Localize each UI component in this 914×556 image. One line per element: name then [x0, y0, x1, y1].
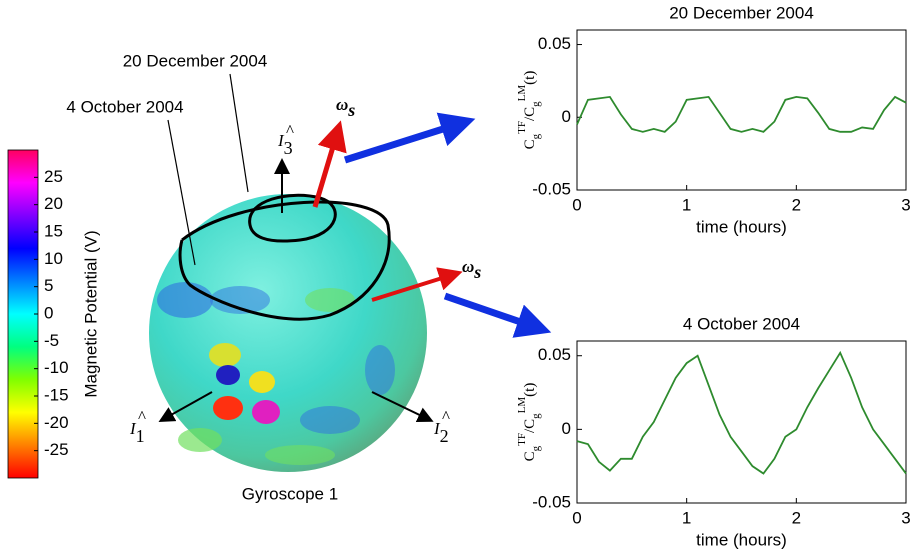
y-label-part: (t): [522, 71, 538, 85]
subscript: s: [347, 100, 355, 120]
x-tick-label: 3: [901, 508, 910, 527]
colorbar-tick-label: 15: [44, 221, 63, 240]
colorbar-label: Magnetic Potential (V): [81, 230, 100, 397]
colorbar-tick-label: 20: [44, 194, 63, 213]
sphere: ^ ^ ^: [138, 73, 552, 472]
y-tick-label: 0.05: [538, 345, 571, 364]
plot-frame: [576, 340, 907, 504]
x-tick-label: 2: [792, 195, 801, 214]
y-label-part: g: [530, 445, 542, 451]
spin-label: ωs: [462, 257, 481, 282]
colorbar: [7, 149, 39, 479]
subscript: 2: [440, 426, 449, 446]
y-tick-label: 0: [562, 419, 571, 438]
colorbar-tick-label: 10: [44, 249, 63, 268]
x-tick-label: 3: [901, 195, 910, 214]
axis-label: I2: [433, 419, 449, 446]
plot-frame: [576, 29, 907, 191]
chart-title: 20 December 2004: [669, 3, 814, 22]
y-label-part: C: [522, 139, 538, 149]
y-tick-label: -0.05: [532, 492, 571, 511]
subscript: 3: [284, 138, 293, 158]
y-label-part: /C: [522, 419, 538, 433]
x-tick-label: 1: [682, 508, 691, 527]
y-tick-label: 0: [562, 107, 571, 126]
colorbar-tick-label: -20: [44, 413, 69, 432]
x-tick-label: 0: [572, 508, 581, 527]
y-label-part: TF: [516, 433, 528, 446]
x-tick-label: 2: [792, 508, 801, 527]
path-label: 4 October 2004: [66, 97, 183, 116]
x-axis-label: time (hours): [696, 530, 787, 549]
hat: ^: [286, 121, 294, 140]
y-axis-label: CgTF/CgLM(t): [516, 71, 542, 150]
y-label-part: LM: [516, 397, 528, 414]
subscript: 1: [136, 426, 145, 446]
colorbar-tick-label: -15: [44, 385, 69, 404]
symbol: I: [277, 131, 285, 150]
symbol: I: [433, 419, 441, 438]
y-axis-label: CgTF/CgLM(t): [516, 383, 542, 462]
symbol: ω: [462, 257, 474, 276]
y-label-part: g: [530, 101, 542, 107]
data-line: [576, 95, 907, 133]
x-tick-label: 0: [572, 195, 581, 214]
hat: ^: [442, 407, 450, 426]
y-label-part: g: [530, 133, 542, 139]
subscript: s: [473, 262, 481, 282]
colorbar-tick-label: 25: [44, 167, 63, 186]
path-label: 20 December 2004: [123, 51, 268, 70]
data-line: [576, 350, 907, 475]
symbol: ω: [336, 95, 348, 114]
y-label-part: g: [530, 413, 542, 419]
colorbar-tick-label: 0: [44, 303, 53, 322]
x-axis-label: time (hours): [696, 217, 787, 236]
x-tick-label: 1: [682, 195, 691, 214]
chart-title: 4 October 2004: [683, 314, 800, 333]
y-label-part: /C: [522, 107, 538, 121]
axis-label: I1: [129, 419, 145, 446]
spin-label: ωs: [336, 95, 355, 120]
gyroscope-name: Gyroscope 1: [242, 484, 338, 503]
y-tick-label: 0.05: [538, 34, 571, 53]
colorbar-tick-label: -5: [44, 331, 59, 350]
y-label-part: TF: [516, 121, 528, 134]
colorbar-tick-label: 5: [44, 276, 53, 295]
y-label-part: C: [522, 451, 538, 461]
colorbar-tick-label: -25: [44, 440, 69, 459]
y-tick-label: -0.05: [532, 179, 571, 198]
y-label-part: (t): [522, 383, 538, 397]
hat: ^: [138, 407, 146, 426]
colorbar-tick-label: -10: [44, 358, 69, 377]
axis-label: I3: [277, 131, 293, 158]
y-label-part: LM: [516, 85, 528, 102]
symbol: I: [129, 419, 137, 438]
